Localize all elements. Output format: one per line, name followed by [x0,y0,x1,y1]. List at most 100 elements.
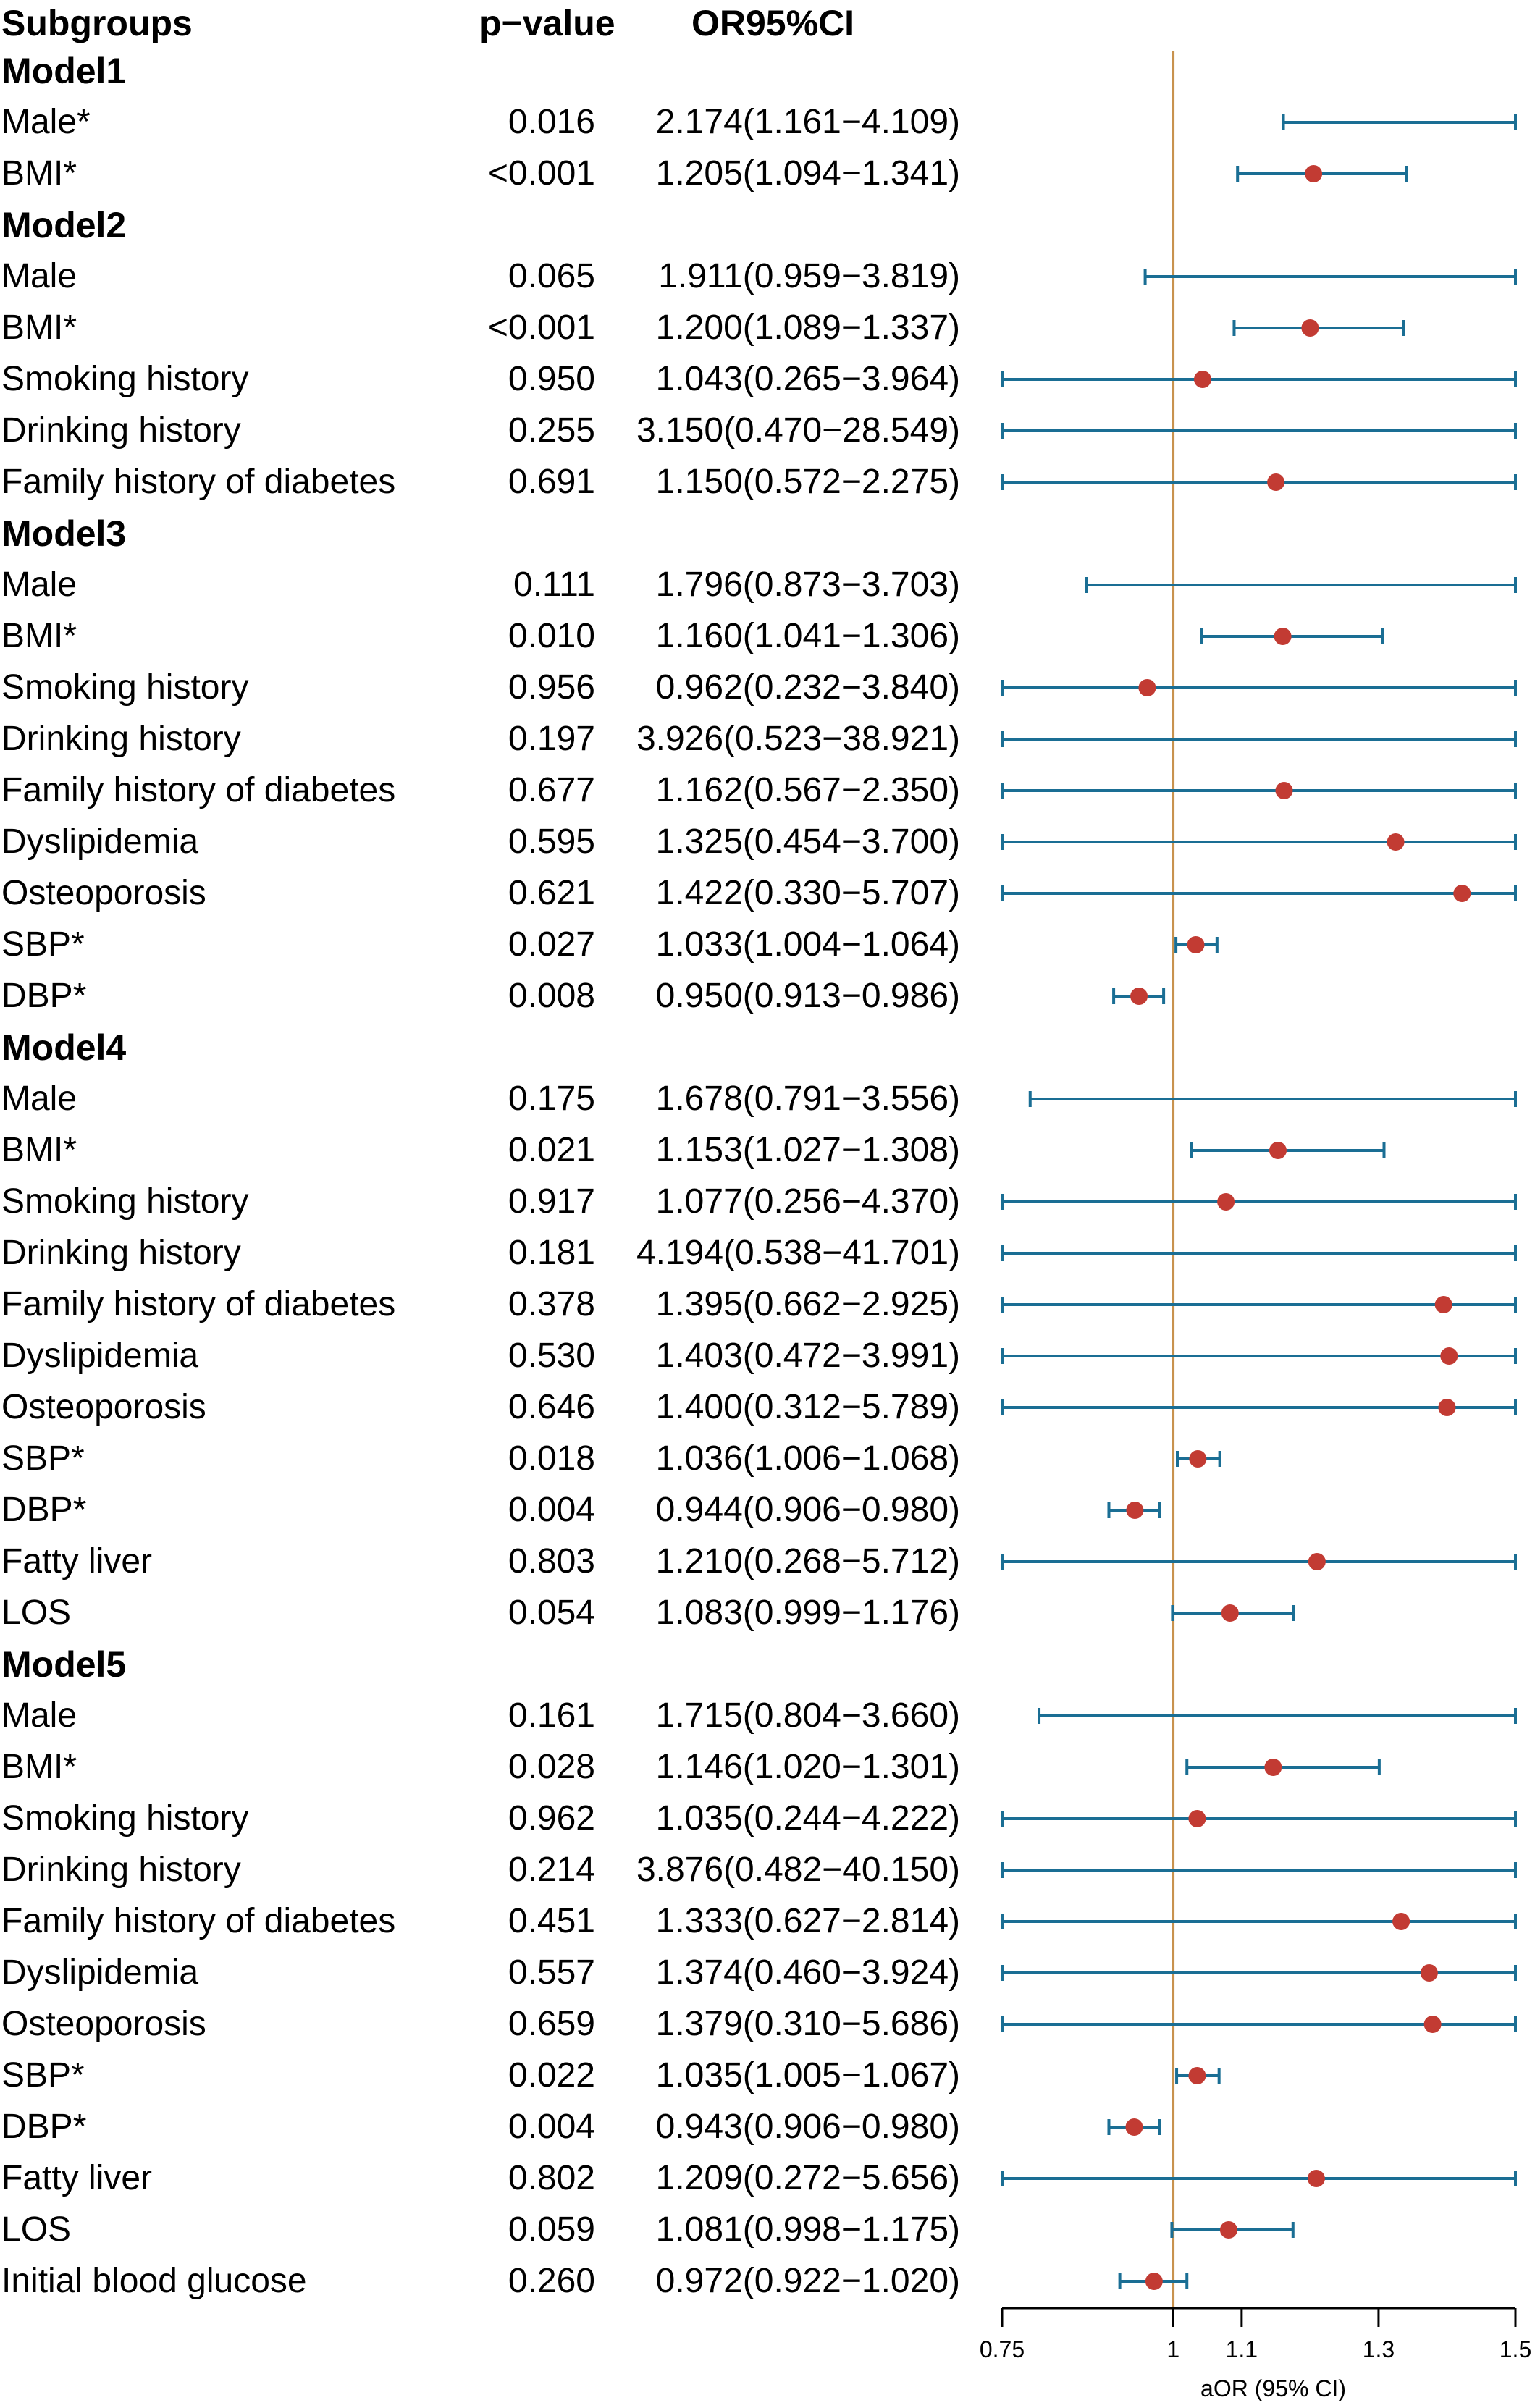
x-tick-label: 1.1 [1226,2336,1258,2362]
or-point [1420,1964,1438,1982]
row-or-ci: 1.200(1.089−1.337) [655,308,960,347]
row-label: Male [1,257,77,295]
row-label: Initial blood glucose [1,2262,307,2300]
row-or-ci: 1.678(0.791−3.556) [655,1079,960,1118]
row-label: SBP* [1,2056,85,2095]
row-or-ci: 2.174(1.161−4.109) [655,103,960,141]
row-or-ci: 1.379(0.310−5.686) [655,2005,960,2043]
row-or-ci: 1.715(0.804−3.660) [655,1696,960,1735]
row-or-ci: 0.972(0.922−1.020) [655,2262,960,2300]
row-label: BMI* [1,308,77,347]
row-or-ci: 1.077(0.256−4.370) [655,1182,960,1221]
row-or-ci: 1.083(0.999−1.176) [655,1594,960,1632]
row-p-value: 0.181 [508,1234,595,1272]
row-p-value: 0.621 [508,874,595,912]
or-point [1188,2067,1206,2084]
row-or-ci: 1.400(0.312−5.789) [655,1388,960,1426]
row-p-value: 0.111 [513,565,595,604]
x-tick-label: 1 [1166,2336,1179,2362]
row-p-value: <0.001 [487,154,595,193]
row-label: Dyslipidemia [1,1953,199,1992]
row-label: Male [1,1079,77,1118]
row-label: Male [1,565,77,604]
or-point [1440,1347,1458,1365]
row-or-ci: 1.162(0.567−2.350) [655,771,960,809]
row-label: LOS [1,1594,72,1632]
or-point [1125,2118,1143,2136]
row-p-value: 0.659 [508,2005,595,2043]
row-or-ci: 1.422(0.330−5.707) [655,874,960,912]
row-or-ci: 1.911(0.959−3.819) [658,257,960,295]
row-p-value: 0.004 [508,1491,595,1529]
row-p-value: 0.530 [508,1336,595,1375]
row-p-value: 0.255 [508,411,595,450]
row-label: SBP* [1,1439,85,1478]
row-or-ci: 1.209(0.272−5.656) [655,2159,960,2197]
or-point [1219,2221,1237,2239]
row-label: BMI* [1,154,77,193]
row-or-ci: 1.403(0.472−3.991) [655,1336,960,1375]
or-point [1188,1810,1206,1827]
row-or-ci: 4.194(0.538−41.701) [636,1234,960,1272]
row-label: BMI* [1,1131,77,1169]
row-p-value: 0.054 [508,1594,595,1632]
row-or-ci: 1.205(1.094−1.341) [655,154,960,193]
row-or-ci: 1.395(0.662−2.925) [655,1285,960,1323]
row-label: Smoking history [1,1799,249,1837]
or-point [1187,936,1205,953]
row-or-ci: 0.943(0.906−0.980) [655,2108,960,2146]
row-p-value: 0.962 [508,1799,595,1837]
row-label: Smoking history [1,360,249,398]
or-point [1387,833,1405,851]
row-p-value: 0.950 [508,360,595,398]
row-p-value: 0.022 [508,2056,595,2095]
row-label: DBP* [1,977,87,1015]
or-point [1453,885,1471,902]
row-or-ci: 1.325(0.454−3.700) [655,822,960,861]
row-or-ci: 0.950(0.913−0.986) [655,977,960,1015]
or-point [1392,1913,1410,1930]
x-tick-label: 1.3 [1363,2336,1395,2362]
row-or-ci: 1.796(0.873−3.703) [655,565,960,604]
or-point [1193,371,1211,388]
group-label: Model2 [1,205,127,245]
row-label: Drinking history [1,720,241,758]
row-p-value: 0.802 [508,2159,595,2197]
row-or-ci: 1.081(0.998−1.175) [655,2210,960,2249]
row-or-ci: 1.035(1.005−1.067) [655,2056,960,2095]
row-label: Osteoporosis [1,1388,206,1426]
or-point [1126,1502,1144,1519]
row-p-value: 0.021 [508,1131,595,1169]
row-label: DBP* [1,2108,87,2146]
group-label: Model4 [1,1027,127,1068]
or-point [1301,319,1319,337]
row-label: Dyslipidemia [1,1336,199,1375]
row-p-value: 0.803 [508,1542,595,1580]
row-p-value: 0.027 [508,925,595,964]
row-label: Drinking history [1,411,241,450]
row-p-value: 0.214 [508,1851,595,1889]
row-label: Family history of diabetes [1,771,396,809]
header-subgroups: Subgroups [1,3,193,43]
x-tick-label: 0.75 [980,2336,1025,2362]
row-or-ci: 1.036(1.006−1.068) [655,1439,960,1478]
x-axis-label: aOR (95% CI) [1200,2375,1346,2401]
row-label: SBP* [1,925,85,964]
row-label: Smoking history [1,668,249,707]
row-label: Fatty liver [1,2159,153,2197]
group-label: Model1 [1,51,127,91]
row-p-value: 0.059 [508,2210,595,2249]
or-point [1274,628,1292,645]
row-p-value: <0.001 [487,308,595,347]
row-p-value: 0.008 [508,977,595,1015]
group-label: Model3 [1,513,127,554]
or-point [1264,1759,1282,1776]
row-p-value: 0.557 [508,1953,595,1992]
row-p-value: 0.065 [508,257,595,295]
row-label: Osteoporosis [1,2005,206,2043]
row-label: LOS [1,2210,72,2249]
or-point [1145,2273,1163,2290]
row-label: Fatty liver [1,1542,153,1580]
or-point [1138,679,1156,696]
